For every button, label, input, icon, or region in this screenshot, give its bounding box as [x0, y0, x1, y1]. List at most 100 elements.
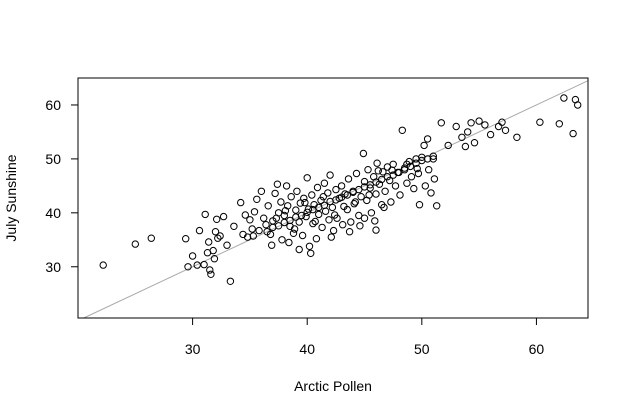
- data-point: [420, 141, 428, 150]
- data-point: [296, 199, 304, 207]
- data-point: [343, 191, 351, 199]
- x-axis: 30 40 50 60: [185, 318, 545, 357]
- data-point: [230, 222, 238, 231]
- y-tick-label: 60: [45, 97, 61, 113]
- data-point: [324, 189, 332, 197]
- data-point: [396, 191, 404, 199]
- data-point: [249, 232, 258, 240]
- data-point: [391, 182, 400, 190]
- data-point: [318, 223, 326, 232]
- data-point: [201, 210, 209, 219]
- data-point: [433, 202, 441, 210]
- data-point: [569, 129, 577, 138]
- data-point: [216, 232, 224, 240]
- data-point: [470, 139, 479, 147]
- x-tick-label: 60: [529, 341, 545, 357]
- data-point: [501, 126, 510, 135]
- data-point: [305, 242, 314, 251]
- data-point: [403, 160, 411, 169]
- data-point: [379, 168, 387, 176]
- data-point: [481, 121, 489, 129]
- data-point: [309, 219, 317, 228]
- data-point: [407, 173, 416, 181]
- data-point: [297, 211, 306, 220]
- data-point: [347, 218, 355, 226]
- data-point: [398, 126, 406, 135]
- data-point: [356, 222, 364, 230]
- data-point: [345, 228, 354, 236]
- y-tick-label: 30: [45, 259, 61, 275]
- x-tick-label: 50: [414, 341, 430, 357]
- data-point: [326, 171, 334, 179]
- data-point: [372, 226, 380, 234]
- data-point: [574, 101, 582, 109]
- data-point: [147, 234, 156, 242]
- data-point: [274, 222, 283, 230]
- data-point: [320, 201, 329, 210]
- data-point: [458, 133, 466, 142]
- data-point: [292, 206, 300, 214]
- data-point: [226, 277, 235, 285]
- data-point: [427, 189, 435, 197]
- data-point: [339, 221, 347, 229]
- data-point: [536, 118, 544, 126]
- data-point: [182, 235, 190, 243]
- data-point: [205, 238, 213, 246]
- data-point: [340, 202, 348, 211]
- data-point: [560, 94, 568, 102]
- data-point: [371, 217, 379, 225]
- data-point: [311, 217, 319, 226]
- data-point: [475, 117, 483, 125]
- data-point: [263, 228, 271, 236]
- data-point: [214, 234, 222, 242]
- data-point: [298, 231, 307, 240]
- data-point: [332, 185, 340, 194]
- y-axis-label: July Sunshine: [3, 154, 19, 241]
- data-point: [414, 169, 423, 178]
- data-point: [352, 169, 361, 178]
- data-point: [350, 200, 358, 208]
- data-point: [374, 167, 382, 175]
- data-point: [219, 212, 228, 221]
- data-point: [281, 207, 290, 215]
- data-point: [444, 141, 452, 150]
- data-point: [364, 166, 372, 174]
- data-point: [367, 209, 376, 217]
- data-point: [289, 229, 298, 238]
- data-point: [273, 180, 282, 188]
- data-point: [312, 235, 321, 243]
- data-point: [387, 198, 395, 206]
- data-point: [246, 216, 254, 224]
- data-point: [255, 226, 263, 235]
- data-point: [421, 182, 429, 190]
- data-point: [286, 216, 294, 225]
- data-point: [253, 195, 261, 204]
- data-point: [257, 187, 266, 196]
- data-point: [359, 149, 368, 158]
- data-point: [325, 216, 333, 224]
- data-point: [248, 225, 256, 233]
- data-point: [295, 245, 303, 254]
- data-point: [425, 166, 433, 174]
- data-point: [365, 191, 373, 199]
- x-tick-label: 30: [185, 341, 201, 357]
- plot-area-border: [77, 77, 589, 319]
- data-point: [461, 142, 470, 151]
- data-point: [373, 159, 381, 167]
- y-tick-label: 40: [45, 205, 61, 221]
- data-point: [287, 193, 295, 201]
- data-point: [272, 214, 280, 222]
- data-point: [200, 260, 208, 269]
- data-point: [366, 181, 374, 189]
- data-point: [317, 196, 325, 205]
- data-point: [313, 183, 322, 192]
- data-point: [243, 233, 252, 241]
- data-point: [260, 214, 268, 222]
- data-point: [403, 179, 411, 187]
- data-point: [285, 238, 293, 247]
- data-point: [357, 193, 365, 201]
- x-tick-label: 40: [299, 341, 315, 357]
- data-point: [366, 184, 374, 192]
- data-point: [452, 122, 460, 131]
